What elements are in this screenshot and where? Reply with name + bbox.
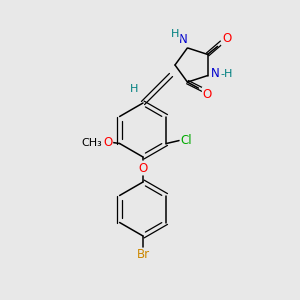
Text: O: O <box>103 136 112 149</box>
Text: O: O <box>222 32 231 45</box>
Text: Br: Br <box>136 248 150 262</box>
Text: CH₃: CH₃ <box>81 137 102 148</box>
Text: N: N <box>179 33 188 46</box>
Text: O: O <box>203 88 212 100</box>
Text: O: O <box>138 161 148 175</box>
Text: N: N <box>211 67 220 80</box>
Text: H: H <box>171 29 180 39</box>
Text: H: H <box>130 84 138 94</box>
Text: Cl: Cl <box>181 134 192 147</box>
Text: -H: -H <box>220 69 233 79</box>
